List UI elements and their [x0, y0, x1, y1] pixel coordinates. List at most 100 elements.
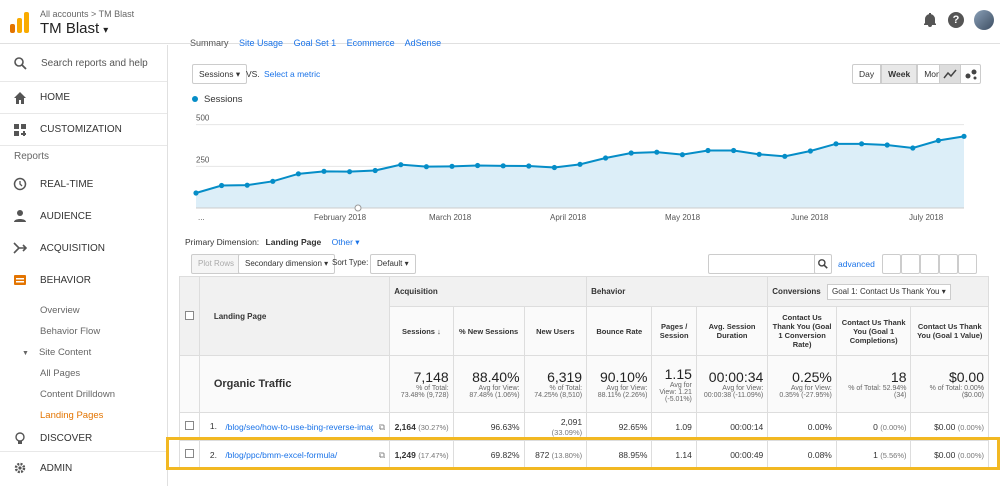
data-point: [475, 162, 481, 169]
search-reports[interactable]: Search reports and help: [0, 45, 167, 82]
sidebar-sub-landing-pages[interactable]: Landing Pages: [40, 410, 104, 421]
account-selector[interactable]: TM Blast ▾: [40, 20, 108, 37]
bell-icon[interactable]: [922, 12, 938, 28]
col-new-sessions[interactable]: % New Sessions: [452, 306, 525, 356]
data-point: [935, 137, 942, 144]
data-point: [705, 147, 711, 154]
table-row[interactable]: 2. /blog/ppc/bmm-excel-formula/ ⧉ 1,249 …: [179, 440, 989, 469]
data-point: [295, 171, 301, 177]
cell-pct: (0.00%): [880, 422, 907, 432]
comparison-view-icon[interactable]: [939, 254, 958, 274]
tab-site-usage[interactable]: Site Usage: [239, 38, 284, 48]
total-note: Avg for View: 87.48% (1.06%): [469, 385, 520, 399]
col-sessions[interactable]: Sessions ↓: [389, 306, 454, 356]
table-search-button[interactable]: [814, 254, 832, 274]
gear-icon: [14, 462, 26, 474]
other-dimension-link[interactable]: Other ▾: [331, 237, 360, 247]
sidebar-item-realtime[interactable]: REAL-TIME: [0, 168, 167, 200]
landing-page-link[interactable]: /blog/seo/how-to-use-bing-reverse-image-…: [225, 421, 374, 432]
help-icon[interactable]: ?: [948, 12, 964, 28]
cell-pages: 1.14: [651, 440, 697, 469]
pie-view-icon[interactable]: [901, 254, 920, 274]
avatar[interactable]: [974, 10, 994, 30]
sidebar-item-behavior[interactable]: BEHAVIOR: [0, 264, 167, 296]
search-input[interactable]: Search reports and help: [41, 57, 148, 69]
table-search-input[interactable]: [708, 254, 816, 274]
sidebar-item-label: HOME: [40, 92, 70, 103]
sidebar-sub-site-content[interactable]: ▼ Site Content: [0, 342, 167, 363]
cell-value: $0.00: [934, 449, 956, 460]
table-row[interactable]: 1. /blog/seo/how-to-use-bing-reverse-ima…: [179, 412, 989, 441]
col-avg-duration[interactable]: Avg. Session Duration: [695, 306, 769, 356]
sidebar-item-label: CUSTOMIZATION: [40, 124, 122, 135]
plot-rows-button[interactable]: Plot Rows: [191, 254, 242, 274]
landing-page-header[interactable]: Landing Page: [198, 276, 391, 356]
table-view-icon[interactable]: [882, 254, 901, 274]
cell-sessions: 1,249: [394, 449, 416, 460]
col-bounce-rate[interactable]: Bounce Rate: [586, 306, 653, 356]
open-page-icon[interactable]: ⧉: [378, 422, 386, 432]
sidebar-item-discover[interactable]: DISCOVER: [0, 426, 167, 452]
sidebar-item-audience[interactable]: AUDIENCE: [0, 200, 167, 232]
col-goal-completions[interactable]: Contact Us Thank You (Goal 1 Completions…: [835, 306, 912, 356]
tab-summary[interactable]: Summary: [190, 38, 229, 48]
motion-chart-icon[interactable]: [961, 65, 981, 83]
sidebar-item-customization[interactable]: CUSTOMIZATION: [0, 114, 167, 146]
metric-select[interactable]: Sessions ▾: [192, 64, 248, 84]
cell-sessions: 2,164: [394, 421, 416, 432]
line-chart-icon[interactable]: [940, 65, 961, 83]
cell-new-users: 2,091: [560, 416, 583, 427]
analytics-logo-icon[interactable]: [10, 11, 30, 33]
collapse-triangle-icon: ▼: [22, 350, 29, 357]
secondary-dimension-select[interactable]: Secondary dimension ▾: [238, 254, 336, 274]
sidebar-sub-overview[interactable]: Overview: [40, 305, 80, 316]
cell-completions: 0: [873, 421, 878, 432]
goal-select[interactable]: Goal 1: Contact Us Thank You ▾: [826, 283, 951, 300]
lightbulb-icon: [15, 431, 25, 444]
sidebar-item-label: REAL-TIME: [40, 178, 94, 190]
x-tick-label: March 2018: [429, 213, 472, 222]
primary-dimension-value[interactable]: Landing Page: [265, 237, 322, 247]
pivot-view-icon[interactable]: [958, 254, 977, 274]
total-note: Avg for View: 88.11% (2.26%): [597, 385, 648, 399]
sidebar-item-admin[interactable]: ADMIN: [0, 452, 167, 484]
col-goal-conv-rate[interactable]: Contact Us Thank You (Goal 1 Conversion …: [767, 306, 837, 356]
open-page-icon[interactable]: ⧉: [378, 450, 386, 460]
tab-goal-set-1[interactable]: Goal Set 1: [293, 38, 337, 48]
data-point: [398, 162, 404, 168]
acquisition-icon: [13, 242, 27, 254]
tab-adsense[interactable]: AdSense: [404, 38, 442, 48]
tab-ecommerce[interactable]: Ecommerce: [346, 38, 395, 48]
row-checkbox[interactable]: [184, 449, 194, 458]
sort-type-label: Sort Type:: [332, 258, 369, 267]
col-pages-session[interactable]: Pages / Session: [651, 306, 697, 356]
data-point: [500, 163, 506, 169]
sort-type-select[interactable]: Default ▾: [370, 254, 416, 274]
sidebar-item-home[interactable]: HOME: [0, 82, 167, 114]
sidebar-sub-behavior-flow[interactable]: Behavior Flow: [40, 326, 101, 337]
row-checkbox[interactable]: [184, 421, 194, 430]
select-metric-link[interactable]: Select a metric: [264, 69, 321, 79]
total-note: % of Total: 0.00% ($0.00): [929, 385, 984, 399]
total-value: 1.15: [664, 365, 692, 382]
sidebar-sub-label: Site Content: [38, 347, 92, 358]
advanced-link[interactable]: advanced: [838, 259, 875, 269]
sidebar-item-acquisition[interactable]: ACQUISITION: [0, 232, 167, 264]
select-all-checkbox[interactable]: [184, 310, 194, 320]
sidebar-sub-all-pages[interactable]: All Pages: [40, 368, 81, 379]
data-point: [219, 182, 225, 189]
day-button[interactable]: Day: [852, 64, 882, 84]
col-label: Sessions: [402, 326, 435, 336]
sidebar-sub-content-drilldown[interactable]: Content Drilldown: [40, 389, 115, 400]
data-point: [679, 152, 685, 158]
primary-dimension-label: Primary Dimension:: [185, 237, 260, 247]
cell-pct: (0.00%): [957, 450, 984, 460]
data-point: [654, 149, 660, 155]
col-goal-value[interactable]: Contact Us Thank You (Goal 1 Value): [910, 306, 989, 356]
col-new-users[interactable]: New Users: [523, 306, 588, 356]
performance-view-icon[interactable]: [920, 254, 939, 274]
main-content: Summary Site Usage Goal Set 1 Ecommerce …: [176, 36, 1000, 486]
landing-page-link[interactable]: /blog/ppc/bmm-excel-formula/: [225, 449, 338, 460]
breadcrumb[interactable]: All accounts > TM Blast: [40, 9, 135, 19]
week-button[interactable]: Week: [881, 64, 918, 84]
